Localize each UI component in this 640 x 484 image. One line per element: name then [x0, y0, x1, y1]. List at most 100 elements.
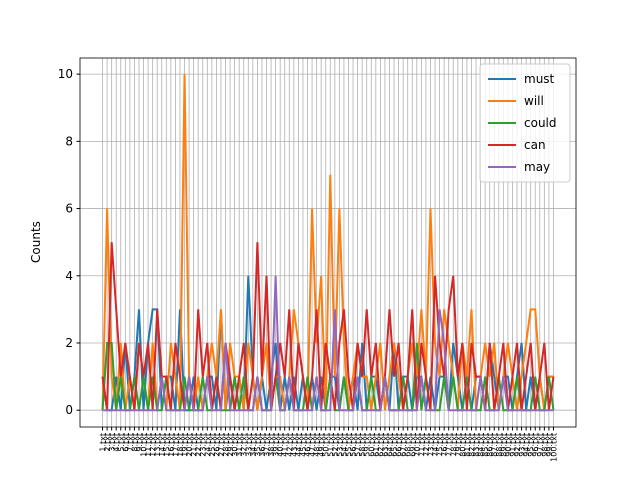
x-tick-label: 18.txt — [176, 433, 185, 457]
x-tick-label: 55.txt — [344, 433, 353, 457]
x-tick-label: 82.txt — [467, 433, 476, 457]
x-tick-label: 78.txt — [449, 433, 458, 457]
x-tick-label: 81.txt — [463, 433, 472, 457]
x-tick-label: 28.txt — [222, 433, 231, 457]
x-tick-label: 58.txt — [358, 433, 367, 457]
x-tick-label: 13.txt — [153, 433, 162, 457]
x-tick-label: 9.txt — [135, 433, 144, 452]
x-tick-label: 73.txt — [426, 433, 435, 457]
x-tick-label: 69.txt — [408, 433, 417, 457]
x-tick-label: 83.txt — [472, 433, 481, 457]
x-tick-label: 35.txt — [253, 433, 262, 457]
x-tick-label: 27.txt — [217, 433, 226, 457]
x-tick-label: 3.txt — [108, 433, 117, 452]
x-tick-label: 17.txt — [171, 433, 180, 457]
x-tick-label: 38.txt — [267, 433, 276, 457]
legend-label: can — [524, 138, 546, 152]
x-tick-label: 21.txt — [190, 433, 199, 457]
x-tick-label: 26.txt — [212, 433, 221, 457]
line-series — [101, 242, 555, 411]
x-tick-label: 23.txt — [199, 433, 208, 457]
x-tick-label: 12.txt — [149, 433, 158, 457]
x-tick-label: 46.txt — [304, 433, 313, 457]
x-tick-label: 71.txt — [417, 433, 426, 457]
x-tick-label: 61.txt — [372, 433, 381, 457]
x-tick-label: 32.txt — [240, 433, 249, 457]
x-tick-label: 67.txt — [399, 433, 408, 457]
x-tick-label: 34.txt — [249, 433, 258, 457]
y-tick-label: 6 — [65, 202, 73, 216]
x-tick-label: 44.txt — [294, 433, 303, 457]
x-tick-label: 96.txt — [531, 433, 540, 457]
x-tick-label: 42.txt — [285, 433, 294, 457]
x-tick-label: 89.txt — [499, 433, 508, 457]
x-tick-label: 51.txt — [326, 433, 335, 457]
x-tick-label: 64.txt — [385, 433, 394, 457]
x-tick-label: 24.txt — [203, 433, 212, 457]
x-tick-label: 94.txt — [522, 433, 531, 457]
x-tick-label: 50.txt — [322, 433, 331, 457]
x-tick-label: 41.txt — [281, 433, 290, 457]
x-tick-label: 10.txt — [140, 433, 149, 457]
x-tick-label: 53.txt — [335, 433, 344, 457]
plot-frame — [79, 57, 577, 428]
legend: must will could can may — [479, 63, 571, 183]
x-tick-label: 63.txt — [381, 433, 390, 457]
x-tick-label: 60.txt — [367, 433, 376, 457]
x-tick-label: 6.txt — [121, 433, 130, 452]
x-tick-label: 22.txt — [194, 433, 203, 457]
x-tick-label: 8.txt — [130, 433, 139, 452]
x-tick-label: 36.txt — [258, 433, 267, 457]
x-tick-label: 75.txt — [436, 433, 445, 457]
x-tick-label: 37.txt — [263, 433, 272, 457]
y-tick-label: 4 — [65, 269, 73, 283]
x-tick-label: 90.txt — [504, 433, 513, 457]
x-tick-label: 84.txt — [477, 433, 486, 457]
x-tick-label: 20.txt — [185, 433, 194, 457]
x-tick-label: 47.txt — [308, 433, 317, 457]
x-tick-label: 29.txt — [226, 433, 235, 457]
x-tick-label: 48.txt — [313, 433, 322, 457]
x-tick-label: 49.txt — [317, 433, 326, 457]
x-tick-label: 14.txt — [158, 433, 167, 457]
legend-label: could — [524, 116, 557, 130]
x-tick-label: 25.txt — [208, 433, 217, 457]
x-tick-label: 66.txt — [395, 433, 404, 457]
x-tick-label: 2.txt — [103, 433, 112, 452]
x-tick-label: 57.txt — [354, 433, 363, 457]
x-tick-label: 4.txt — [112, 433, 121, 452]
x-tick-label: 62.txt — [376, 433, 385, 457]
legend-label: will — [524, 94, 544, 108]
x-tick-label: 93.txt — [518, 433, 527, 457]
x-tick-label: 45.txt — [299, 433, 308, 457]
x-tick-label: 52.txt — [331, 433, 340, 457]
x-tick-label: 74.txt — [431, 433, 440, 457]
x-tick-label: 77.txt — [445, 433, 454, 457]
x-tick-label: 39.txt — [272, 433, 281, 457]
x-tick-label: 80.txt — [458, 433, 467, 457]
x-tick-label: 33.txt — [244, 433, 253, 457]
x-tick-label: 87.txt — [490, 433, 499, 457]
x-tick-label: 65.txt — [390, 433, 399, 457]
x-tick-label: 5.txt — [117, 433, 126, 452]
x-tick-label: 11.txt — [144, 433, 153, 457]
y-tick-label: 8 — [65, 134, 73, 148]
x-tick-label: 56.txt — [349, 433, 358, 457]
x-tick-label: 97.txt — [536, 433, 545, 457]
x-tick-label: 72.txt — [422, 433, 431, 457]
x-tick-label: 98.txt — [540, 433, 549, 457]
x-tick-label: 15.txt — [162, 433, 171, 457]
line-series — [102, 275, 554, 412]
x-tick-label: 88.txt — [495, 433, 504, 457]
x-tick-label: 31.txt — [235, 433, 244, 457]
legend-label: may — [524, 160, 550, 174]
x-tick-label: 86.txt — [486, 433, 495, 457]
x-tick-label: 30.txt — [231, 433, 240, 457]
legend-box — [479, 63, 571, 183]
x-tick-label: 16.txt — [167, 433, 176, 457]
y-tick-label: 10 — [58, 67, 73, 81]
x-tick-label: 92.txt — [513, 433, 522, 457]
x-tick-label: 79.txt — [454, 433, 463, 457]
x-tick-label: 1.txt — [99, 433, 108, 452]
x-tick-label: 100.txt — [549, 433, 558, 462]
